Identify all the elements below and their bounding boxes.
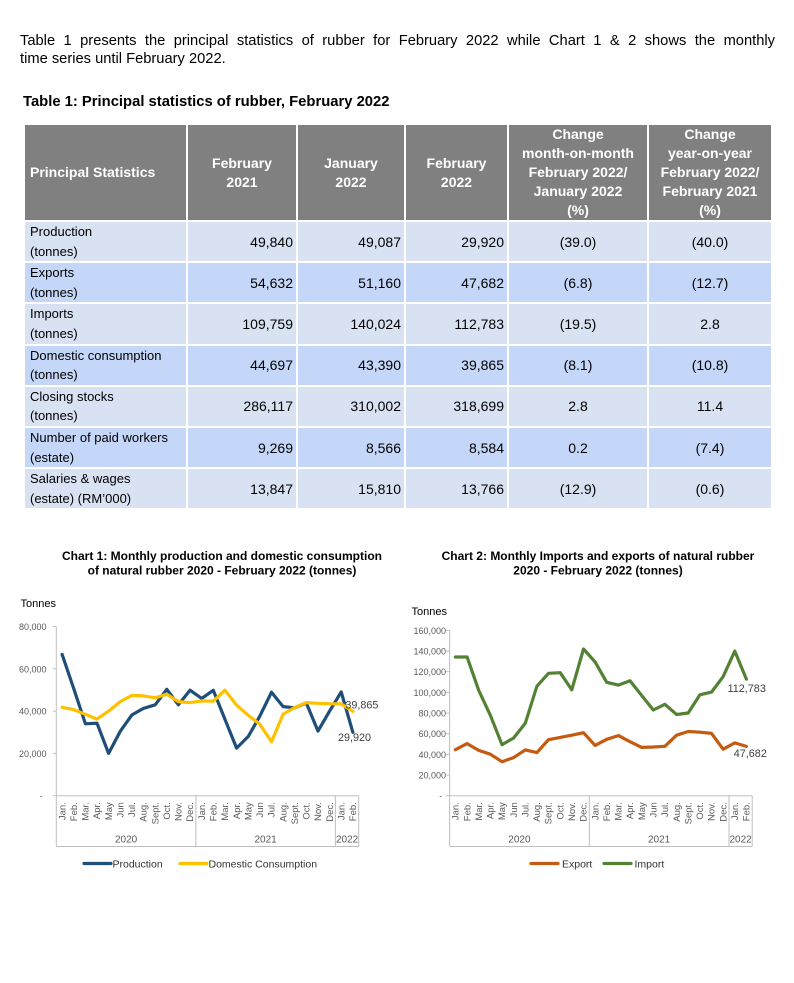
svg-text:140,000: 140,000 bbox=[413, 647, 446, 657]
svg-text:Jan.: Jan. bbox=[451, 802, 462, 820]
svg-text:60,000: 60,000 bbox=[19, 664, 47, 674]
svg-text:Jun: Jun bbox=[509, 802, 520, 817]
svg-text:Domestic Consumption: Domestic Consumption bbox=[209, 859, 318, 871]
svg-text:Jul.: Jul. bbox=[521, 802, 532, 817]
svg-text:Tonnes: Tonnes bbox=[412, 606, 448, 618]
svg-text:Aug.: Aug. bbox=[532, 802, 543, 822]
svg-text:29,920: 29,920 bbox=[338, 732, 371, 744]
svg-text:Jun: Jun bbox=[116, 802, 127, 817]
svg-text:20,000: 20,000 bbox=[19, 749, 47, 759]
svg-text:2022: 2022 bbox=[729, 835, 752, 846]
svg-text:Import: Import bbox=[635, 859, 665, 871]
svg-text:Production: Production bbox=[113, 859, 163, 871]
svg-text:2022: 2022 bbox=[336, 835, 359, 846]
svg-text:Feb.: Feb. bbox=[348, 802, 359, 821]
svg-text:Jul.: Jul. bbox=[127, 802, 138, 817]
svg-text:Export: Export bbox=[562, 859, 592, 871]
svg-text:Jan.: Jan. bbox=[730, 802, 741, 820]
svg-text:40,000: 40,000 bbox=[19, 707, 47, 717]
svg-text:Oct.: Oct. bbox=[555, 802, 566, 819]
svg-text:2020: 2020 bbox=[508, 835, 531, 846]
svg-text:Sept.: Sept. bbox=[290, 802, 301, 824]
svg-text:Sept.: Sept. bbox=[150, 802, 161, 824]
svg-text:2021: 2021 bbox=[648, 835, 671, 846]
svg-text:Chart 2: Monthly Imports and e: Chart 2: Monthly Imports and exports of … bbox=[442, 549, 755, 563]
svg-text:80,000: 80,000 bbox=[418, 709, 446, 719]
svg-text:Oct.: Oct. bbox=[695, 802, 706, 819]
svg-text:Jun: Jun bbox=[649, 802, 660, 817]
svg-text:100,000: 100,000 bbox=[413, 688, 446, 698]
svg-text:Jan.: Jan. bbox=[590, 802, 601, 820]
svg-text:60,000: 60,000 bbox=[418, 729, 446, 739]
svg-text:Apr.: Apr. bbox=[486, 802, 497, 819]
svg-text:Apr.: Apr. bbox=[625, 802, 636, 819]
svg-text:Oct.: Oct. bbox=[162, 802, 173, 819]
svg-text:Mar.: Mar. bbox=[614, 802, 625, 820]
svg-text:-: - bbox=[439, 791, 442, 801]
svg-text:May: May bbox=[497, 802, 508, 820]
svg-text:Chart 1: Monthly production an: Chart 1: Monthly production and domestic… bbox=[62, 549, 382, 563]
svg-text:80,000: 80,000 bbox=[19, 622, 47, 632]
svg-text:Mar.: Mar. bbox=[474, 802, 485, 820]
svg-text:39,865: 39,865 bbox=[345, 700, 378, 712]
svg-text:Apr.: Apr. bbox=[232, 802, 243, 819]
svg-text:Sept.: Sept. bbox=[683, 802, 694, 824]
svg-text:20,000: 20,000 bbox=[418, 771, 446, 781]
svg-text:Feb.: Feb. bbox=[742, 802, 753, 821]
svg-text:Tonnes: Tonnes bbox=[21, 598, 57, 610]
svg-text:Feb.: Feb. bbox=[462, 802, 473, 821]
svg-text:May: May bbox=[243, 802, 254, 820]
svg-text:2020 - February 2022 (tonnes): 2020 - February 2022 (tonnes) bbox=[513, 564, 682, 578]
svg-text:Jan.: Jan. bbox=[336, 802, 347, 820]
svg-text:160,000: 160,000 bbox=[413, 626, 446, 636]
svg-text:Dec.: Dec. bbox=[185, 802, 196, 822]
svg-text:Feb.: Feb. bbox=[209, 802, 220, 821]
svg-text:Feb.: Feb. bbox=[602, 802, 613, 821]
svg-text:Nov.: Nov. bbox=[313, 802, 324, 821]
svg-text:Apr.: Apr. bbox=[92, 802, 103, 819]
svg-text:40,000: 40,000 bbox=[418, 750, 446, 760]
svg-text:Sept.: Sept. bbox=[544, 802, 555, 824]
svg-text:of natural rubber 2020 - Febru: of natural rubber 2020 - February 2022 (… bbox=[88, 564, 357, 578]
svg-text:120,000: 120,000 bbox=[413, 667, 446, 677]
svg-text:May: May bbox=[637, 802, 648, 820]
svg-text:112,783: 112,783 bbox=[728, 683, 766, 695]
svg-text:Jul.: Jul. bbox=[660, 802, 671, 817]
svg-text:Aug.: Aug. bbox=[672, 802, 683, 822]
svg-text:Jan.: Jan. bbox=[57, 802, 68, 820]
svg-text:Jun: Jun bbox=[255, 802, 266, 817]
svg-text:Nov.: Nov. bbox=[567, 802, 578, 821]
svg-text:Nov.: Nov. bbox=[707, 802, 718, 821]
svg-text:Feb.: Feb. bbox=[69, 802, 80, 821]
svg-text:Oct.: Oct. bbox=[302, 802, 313, 819]
svg-text:Aug.: Aug. bbox=[139, 802, 150, 822]
svg-text:47,682: 47,682 bbox=[734, 748, 767, 760]
svg-text:Jul.: Jul. bbox=[267, 802, 278, 817]
svg-text:2021: 2021 bbox=[254, 835, 277, 846]
svg-text:Jan.: Jan. bbox=[197, 802, 208, 820]
svg-text:Dec.: Dec. bbox=[718, 802, 729, 822]
svg-text:May: May bbox=[104, 802, 115, 820]
svg-text:Mar.: Mar. bbox=[220, 802, 231, 820]
svg-text:-: - bbox=[40, 791, 43, 801]
svg-text:Dec.: Dec. bbox=[579, 802, 590, 822]
svg-text:Mar.: Mar. bbox=[81, 802, 92, 820]
svg-text:Aug.: Aug. bbox=[278, 802, 289, 822]
svg-text:Nov.: Nov. bbox=[174, 802, 185, 821]
svg-text:2020: 2020 bbox=[115, 835, 138, 846]
svg-text:Dec.: Dec. bbox=[325, 802, 336, 822]
